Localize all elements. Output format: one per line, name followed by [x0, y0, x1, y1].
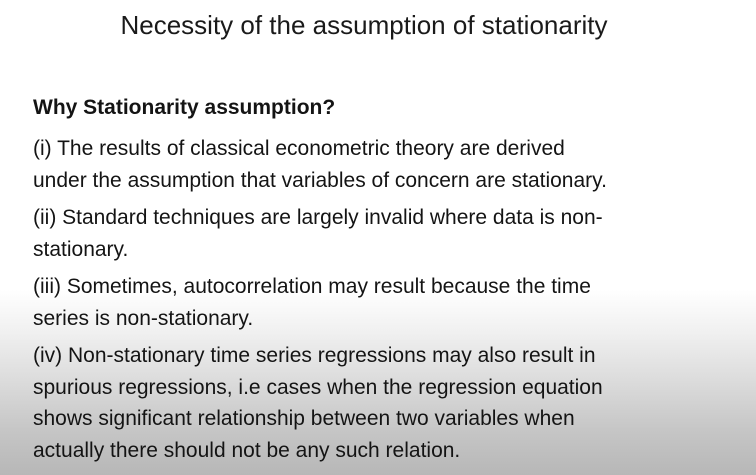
point-line: (i) The results of classical econometric…	[33, 137, 565, 160]
point-line: (ii) Standard techniques are largely inv…	[33, 206, 603, 229]
point-line: under the assumption that variables of c…	[33, 168, 607, 192]
point-line: series is non-stationary.	[33, 306, 254, 330]
point-ii: (ii) Standard techniques are largely inv…	[33, 202, 733, 265]
point-line: shows significant relationship between t…	[33, 407, 575, 430]
point-iii: (iii) Sometimes, autocorrelation may res…	[33, 271, 733, 334]
section-heading: Why Stationarity assumption?	[33, 96, 336, 119]
slide-title: Necessity of the assumption of stationar…	[120, 10, 608, 40]
point-line: stationary.	[33, 237, 129, 261]
point-line: actually there should not be any such re…	[33, 438, 461, 462]
points-list: (i) The results of classical econometric…	[33, 133, 733, 472]
point-i: (i) The results of classical econometric…	[33, 133, 733, 196]
point-line: spurious regressions, i.e cases when the…	[33, 375, 603, 399]
point-line: (iii) Sometimes, autocorrelation may res…	[33, 275, 591, 298]
point-line: (iv) Non-stationary time series regressi…	[33, 344, 596, 367]
point-iv: (iv) Non-stationary time series regressi…	[33, 340, 733, 466]
